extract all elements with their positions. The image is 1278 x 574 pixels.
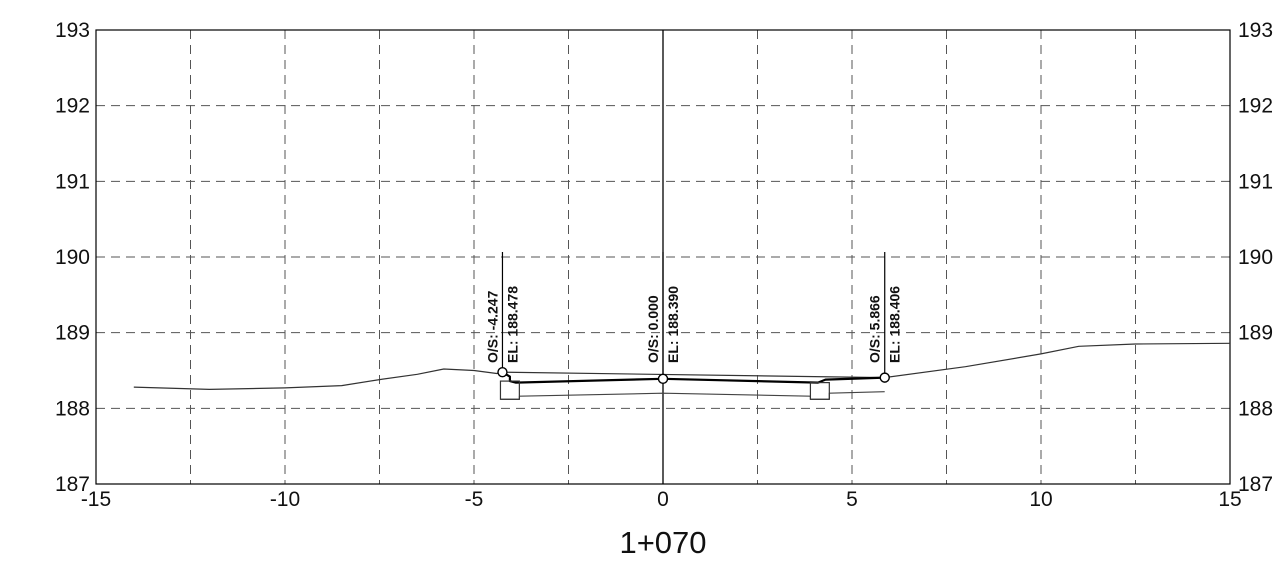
- axis-labels: 187 187 188 188 189 189 190 190 191 191 192 192 193 1…: [55, 19, 1273, 511]
- y-tick-label-right: 188: [1238, 397, 1273, 420]
- y-tick-label-right: 190: [1238, 246, 1273, 269]
- points-layer: O/S: -4.247 EL: 188.478 O/S: 0.000 EL: 188.…: [484, 252, 903, 385]
- elevation-label: EL: 188.478: [504, 286, 520, 363]
- y-tick-label-left: 188: [55, 397, 90, 420]
- y-tick-label-left: 189: [55, 322, 90, 345]
- x-tick-label: -5: [465, 488, 484, 511]
- series-layer: [133, 342, 1231, 400]
- right-curb: [809, 382, 830, 400]
- offset-label: O/S: 0.000: [645, 295, 661, 363]
- y-tick-label-right: 193: [1238, 19, 1273, 42]
- point-marker: [657, 373, 669, 385]
- x-tick-label: -10: [270, 488, 300, 511]
- elevation-label: EL: 188.406: [887, 286, 903, 363]
- finished-surface-line: [501, 371, 885, 384]
- point-marker: [497, 366, 508, 378]
- plot-frame: [95, 29, 1231, 485]
- x-tick-label: 0: [657, 488, 669, 511]
- point-marker: [879, 372, 890, 383]
- offset-label: O/S: 5.866: [867, 295, 883, 363]
- offset-label: O/S: -4.247: [484, 290, 500, 363]
- y-tick-label-right: 187: [1238, 473, 1273, 496]
- y-tick-label-left: 192: [55, 95, 90, 118]
- left-curb: [499, 380, 520, 400]
- x-tick-label: 5: [846, 488, 858, 511]
- y-tick-label-left: 187: [55, 473, 90, 496]
- x-tick-label: -15: [81, 488, 111, 511]
- y-tick-label-left: 193: [55, 19, 90, 42]
- y-tick-label-right: 191: [1238, 170, 1273, 193]
- elevation-label: EL: 188.390: [665, 286, 681, 363]
- y-tick-label-right: 192: [1238, 95, 1273, 118]
- station-label: 1+070: [619, 525, 706, 560]
- x-tick-label: 15: [1218, 488, 1241, 511]
- y-tick-label-left: 190: [55, 246, 90, 269]
- y-tick-label-left: 191: [55, 170, 90, 193]
- grid-layer: [96, 30, 1230, 484]
- subgrade-line: [500, 391, 885, 400]
- existing-ground-line: [133, 342, 1231, 390]
- y-tick-label-right: 189: [1238, 322, 1273, 345]
- x-tick-label: 10: [1029, 488, 1052, 511]
